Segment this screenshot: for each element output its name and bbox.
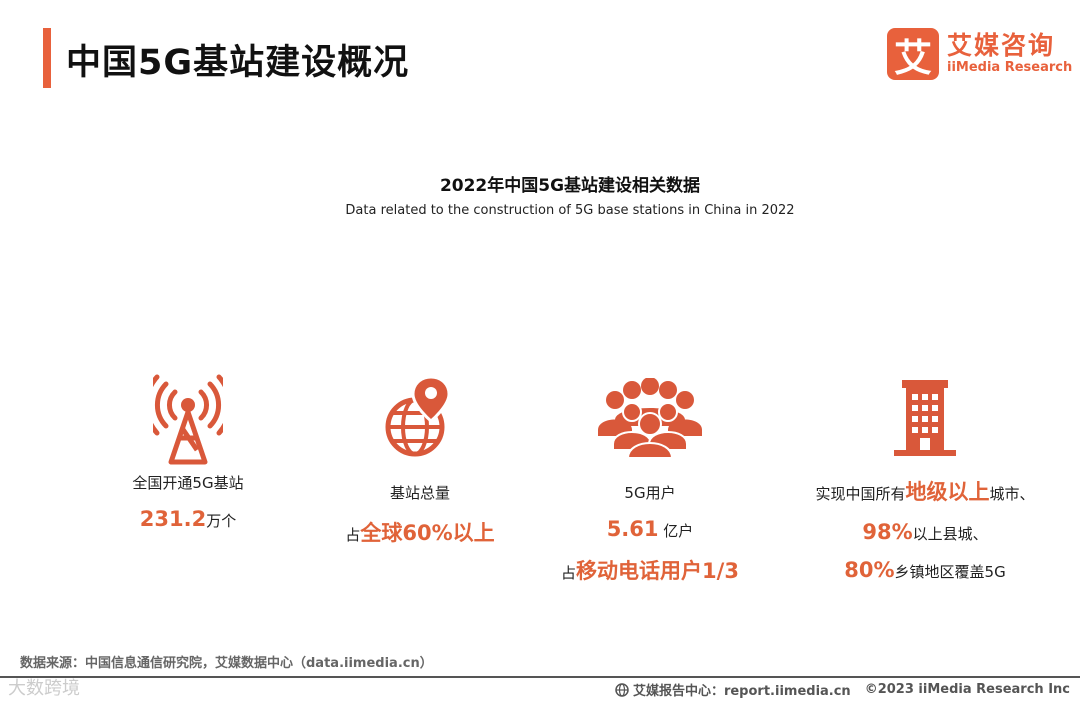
data-source: 数据来源：中国信息通信研究院，艾媒数据中心（data.iimedia.cn） <box>20 656 433 671</box>
watermark: 大数跨境 <box>8 678 80 699</box>
stat-coverage-line3: 80%乡镇地区覆盖5G <box>844 558 1005 582</box>
section-title: 2022年中国5G基站建设相关数据 <box>439 176 701 196</box>
stat-value: 231.2 <box>139 507 207 531</box>
logo-text: 艾媒咨询 iiMedia Research <box>947 32 1072 76</box>
report-center-link[interactable]: 艾媒报告中心：report.iimedia.cn <box>632 684 851 699</box>
stat-label: 基站总量 <box>389 484 450 502</box>
stat-share-row: 占移动电话用户1/3 <box>561 555 739 585</box>
stat-value-row: 5.61 亿户 <box>607 517 694 541</box>
stat-text2: 以上县城、 <box>912 525 988 543</box>
users-group-icon <box>595 368 705 468</box>
stat-value: 5.61 <box>606 517 659 541</box>
stat-value-row: 231.2万个 <box>140 507 236 531</box>
logo-en: iiMedia Research <box>947 60 1073 75</box>
stat-value3: 80% <box>844 558 895 582</box>
stat-unit: 万个 <box>206 512 237 530</box>
globe-icon <box>615 682 629 697</box>
footer-right: 艾媒报告中心：report.iimedia.cn ©2023 iiMedia R… <box>615 680 1070 699</box>
stat-coverage-line2: 98%以上县城、 <box>862 520 987 544</box>
stat-coverage: 实现中国所有地级以上城市、 98%以上县城、 80%乡镇地区覆盖5G <box>790 368 1060 582</box>
stat-global-share: 基站总量 占全球60%以上 <box>330 368 510 547</box>
page-title: 中国5G基站建设概况 <box>66 43 410 83</box>
stat-value-row: 占全球60%以上 <box>345 517 494 547</box>
stat-prefix: 占 <box>345 526 361 544</box>
stat-highlight: 移动电话用户1/3 <box>576 559 739 583</box>
globe-location-icon <box>385 368 455 468</box>
stat-highlight: 全球60%以上 <box>360 521 495 545</box>
stat-highlight: 地级以上 <box>905 480 990 504</box>
stat-post: 城市、 <box>989 485 1035 503</box>
stat-value2: 98% <box>862 520 913 544</box>
copyright: ©2023 iiMedia Research Inc <box>864 682 1070 697</box>
stat-label: 全国开通5G基站 <box>132 474 244 492</box>
footer-divider <box>0 676 1080 678</box>
building-icon <box>890 368 960 468</box>
stat-text3: 乡镇地区覆盖5G <box>894 563 1006 581</box>
title-accent-bar <box>43 28 51 88</box>
stat-prefix: 占 <box>561 564 577 582</box>
section-title-en: Data related to the construction of 5G b… <box>345 203 795 218</box>
stat-unit: 亿户 <box>658 522 694 540</box>
logo-mark: 艾 <box>887 28 939 80</box>
stat-pre: 实现中国所有 <box>815 485 906 503</box>
iimedia-logo: 艾 艾媒咨询 iiMedia Research <box>887 28 1072 80</box>
stat-coverage-line1: 实现中国所有地级以上城市、 <box>815 476 1034 506</box>
signal-tower-icon <box>153 368 223 468</box>
logo-cn: 艾媒咨询 <box>947 31 1056 60</box>
stat-base-stations: 全国开通5G基站 231.2万个 <box>118 368 258 531</box>
stat-5g-users: 5G用户 5.61 亿户 占移动电话用户1/3 <box>545 368 755 585</box>
stat-label: 5G用户 <box>624 484 676 502</box>
